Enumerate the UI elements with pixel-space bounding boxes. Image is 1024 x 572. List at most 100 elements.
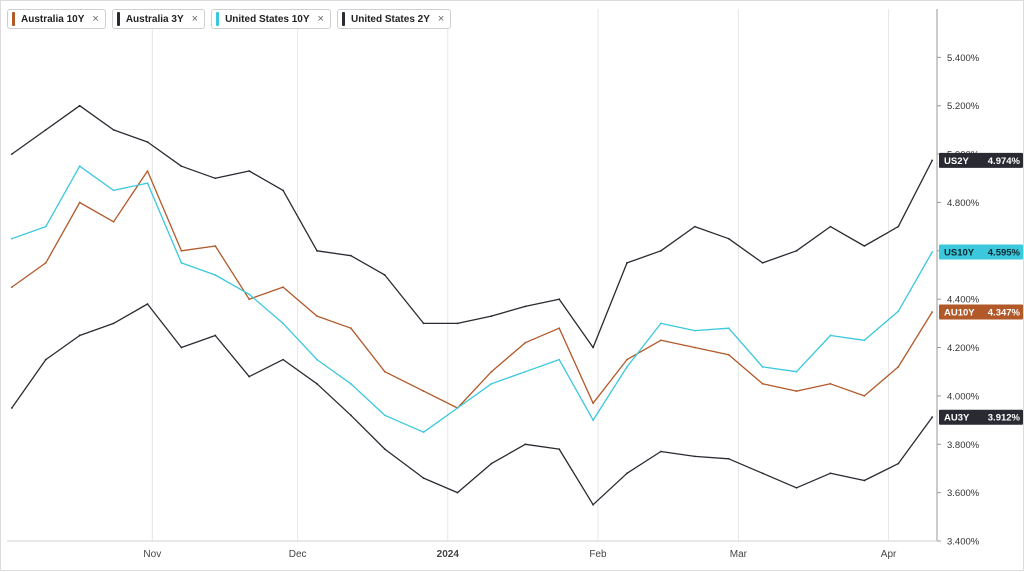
data-point-australia-3y bbox=[592, 503, 594, 506]
data-point-australia-10y bbox=[897, 365, 900, 368]
x-tick-label: Apr bbox=[881, 549, 897, 560]
data-point-australia-3y bbox=[931, 416, 934, 419]
data-point-australia-3y bbox=[10, 407, 13, 409]
data-point-australia-3y bbox=[524, 443, 527, 446]
badge-value: 4.974% bbox=[988, 156, 1021, 167]
data-point-united-states-10y bbox=[214, 274, 217, 276]
data-point-united-states-2y bbox=[931, 159, 934, 162]
series-color-swatch bbox=[341, 12, 345, 26]
end-value-badges: AU10Y 4.347% AU3Y 3.912% US10Y 4.595% US2Y 4.97… bbox=[939, 152, 1023, 425]
y-tick-label: 5.400% bbox=[947, 53, 980, 64]
data-point-australia-10y bbox=[248, 298, 251, 301]
end-badge-australia-3y: AU3Y 3.912% bbox=[939, 409, 1023, 425]
close-icon[interactable]: × bbox=[92, 13, 99, 25]
data-point-australia-10y bbox=[693, 346, 696, 349]
close-icon[interactable]: × bbox=[437, 13, 445, 25]
badge-value: 4.595% bbox=[988, 248, 1021, 259]
close-icon[interactable]: × bbox=[191, 13, 199, 25]
data-point-united-states-2y bbox=[456, 322, 459, 325]
data-point-australia-10y bbox=[931, 311, 934, 313]
data-point-australia-10y bbox=[180, 249, 183, 252]
x-axis: Nov Dec 2024 Feb Mar Apr bbox=[7, 540, 937, 560]
badge-background bbox=[939, 304, 1023, 320]
data-point-united-states-2y bbox=[214, 177, 217, 180]
data-point-australia-10y bbox=[727, 353, 730, 356]
data-point-united-states-10y bbox=[383, 414, 386, 417]
series-color-swatch bbox=[12, 12, 15, 26]
data-point-united-states-10y bbox=[10, 237, 13, 240]
data-point-united-states-2y bbox=[727, 237, 730, 240]
y-tick-label: 3.400% bbox=[947, 537, 980, 548]
data-point-australia-10y bbox=[558, 327, 561, 330]
legend-chip-united-states-10y[interactable]: United States 10Y × bbox=[211, 9, 331, 29]
data-point-australia-10y bbox=[383, 370, 386, 373]
data-point-australia-3y bbox=[146, 303, 149, 305]
y-tick-label: 4.200% bbox=[947, 343, 980, 354]
data-point-australia-3y bbox=[316, 382, 318, 385]
data-point-australia-3y bbox=[626, 472, 628, 475]
data-point-united-states-10y bbox=[863, 339, 866, 342]
badge-value: 3.912% bbox=[988, 413, 1021, 424]
legend-chip-australia-10y[interactable]: Australia 10Y × bbox=[7, 9, 106, 29]
data-point-australia-10y bbox=[863, 395, 866, 397]
data-point-australia-3y bbox=[112, 322, 115, 325]
data-point-united-states-10y bbox=[524, 370, 527, 373]
x-tick-label: Dec bbox=[289, 549, 307, 560]
series-line-australia-3y bbox=[11, 303, 933, 506]
data-point-australia-10y bbox=[626, 358, 628, 361]
data-point-australia-10y bbox=[44, 262, 47, 264]
data-point-united-states-10y bbox=[897, 310, 900, 313]
data-point-united-states-10y bbox=[693, 329, 696, 332]
legend-label: United States 10Y bbox=[225, 13, 310, 25]
y-tick-label: 4.400% bbox=[947, 295, 980, 306]
badge-symbol: AU10Y bbox=[944, 307, 975, 318]
legend: Australia 10Y × Australia 3Y × United St… bbox=[7, 9, 452, 31]
data-point-australia-3y bbox=[490, 462, 493, 465]
series-lines bbox=[10, 104, 934, 506]
data-point-united-states-10y bbox=[350, 382, 352, 385]
badge-symbol: US2Y bbox=[944, 156, 969, 167]
data-point-united-states-2y bbox=[282, 189, 284, 192]
data-point-australia-3y bbox=[897, 462, 900, 465]
data-point-united-states-2y bbox=[350, 254, 352, 257]
data-point-australia-3y bbox=[44, 358, 47, 361]
data-point-australia-3y bbox=[795, 486, 798, 489]
x-tick-label: Mar bbox=[730, 549, 748, 560]
data-point-australia-3y bbox=[422, 477, 425, 480]
data-point-australia-3y bbox=[558, 448, 561, 451]
legend-label: Australia 3Y bbox=[125, 13, 184, 25]
data-point-united-states-10y bbox=[829, 334, 832, 337]
data-point-united-states-10y bbox=[660, 322, 662, 325]
data-point-united-states-10y bbox=[180, 262, 183, 264]
x-tick-label: 2024 bbox=[437, 549, 460, 560]
data-point-united-states-10y bbox=[44, 225, 47, 228]
data-point-united-states-2y bbox=[863, 245, 866, 247]
data-point-united-states-10y bbox=[78, 165, 81, 168]
data-point-australia-3y bbox=[829, 472, 832, 475]
data-point-australia-3y bbox=[383, 448, 386, 451]
data-point-australia-10y bbox=[422, 390, 425, 392]
data-point-united-states-10y bbox=[282, 322, 284, 325]
data-point-australia-10y bbox=[490, 370, 493, 373]
legend-label: Australia 10Y bbox=[21, 13, 85, 25]
data-point-united-states-2y bbox=[316, 249, 318, 252]
data-point-united-states-2y bbox=[829, 225, 832, 228]
data-point-australia-10y bbox=[10, 286, 13, 288]
data-point-united-states-2y bbox=[248, 170, 251, 172]
data-point-united-states-10y bbox=[422, 431, 425, 434]
legend-chip-united-states-2y[interactable]: United States 2Y × bbox=[336, 9, 452, 29]
data-point-united-states-10y bbox=[727, 327, 730, 330]
data-point-australia-10y bbox=[592, 402, 594, 405]
data-point-united-states-10y bbox=[146, 182, 149, 185]
data-point-united-states-2y bbox=[693, 225, 696, 228]
end-badge-united-states-2y: US2Y 4.974% bbox=[939, 152, 1023, 168]
data-point-australia-10y bbox=[78, 201, 81, 204]
close-icon[interactable]: × bbox=[317, 13, 324, 25]
data-point-australia-10y bbox=[829, 382, 832, 385]
data-point-united-states-2y bbox=[422, 322, 425, 325]
badge-background bbox=[939, 152, 1023, 168]
data-point-united-states-2y bbox=[112, 129, 115, 131]
series-color-swatch bbox=[216, 12, 220, 26]
legend-chip-australia-3y[interactable]: Australia 3Y × bbox=[111, 9, 206, 29]
